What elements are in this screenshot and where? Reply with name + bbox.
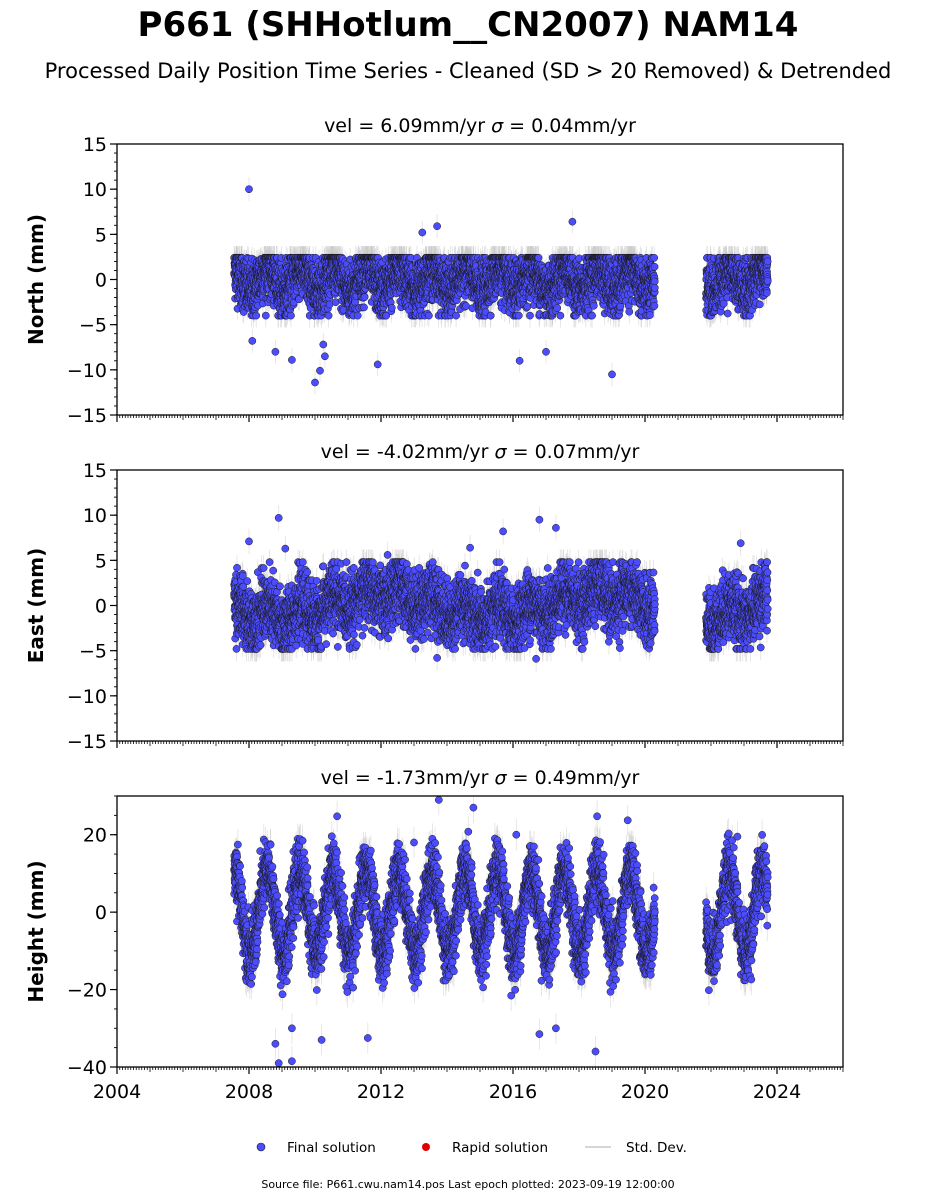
panel-north: vel = 6.09mm/yr σ = 0.04mm/yr151050−5−10…: [24, 115, 844, 427]
chart-subtitle: Processed Daily Position Time Series - C…: [45, 59, 892, 83]
north-panel-title: vel = 6.09mm/yr σ = 0.04mm/yr: [324, 115, 636, 137]
panels: vel = 6.09mm/yr σ = 0.04mm/yr151050−5−10…: [24, 115, 844, 1103]
north-vel-text: vel = 6.09mm/yr: [324, 115, 491, 137]
chart-title: P661 (SHHotlum__CN2007) NAM14: [138, 5, 799, 45]
north-sigma-text: = 0.04mm/yr: [503, 115, 636, 137]
north-sigma-symbol: σ: [491, 115, 504, 137]
